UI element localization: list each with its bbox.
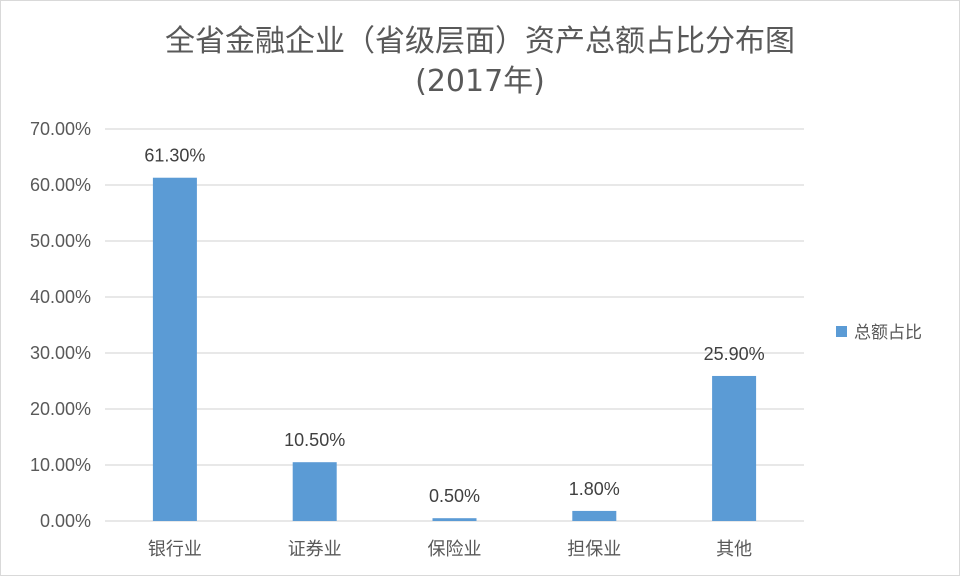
- y-tick-label: 30.00%: [30, 343, 91, 363]
- x-category-label: 银行业: [148, 539, 202, 560]
- y-tick-label: 60.00%: [30, 175, 91, 195]
- y-tick-label: 10.00%: [30, 455, 91, 475]
- data-labels: 61.30% 10.50% 0.50% 1.80% 25.90%: [144, 146, 764, 506]
- y-axis-tick-labels: 0.00% 10.00% 20.00% 30.00% 40.00% 50.00% 60.00…: [30, 119, 91, 531]
- legend-label: 总额占比: [854, 323, 922, 343]
- bar: [432, 518, 477, 521]
- x-category-label: 担保业: [567, 539, 621, 560]
- data-label: 1.80%: [569, 479, 620, 499]
- bar: [712, 375, 757, 521]
- bar: [292, 462, 337, 521]
- x-axis-category-labels: 银行业 证券业 保险业 担保业 其他: [148, 539, 752, 560]
- x-category-label: 其他: [716, 539, 752, 560]
- chart-title: 全省金融企业（省级层面）资产总额占比分布图: [165, 24, 795, 59]
- y-tick-label: 40.00%: [30, 287, 91, 307]
- data-label: 61.30%: [144, 146, 205, 166]
- data-label: 10.50%: [284, 430, 345, 450]
- gridlines: [105, 128, 804, 522]
- y-tick-label: 20.00%: [30, 399, 91, 419]
- y-tick-label: 50.00%: [30, 231, 91, 251]
- data-label: 0.50%: [429, 486, 480, 506]
- x-category-label: 证券业: [288, 539, 342, 560]
- chart-subtitle: (2017年): [415, 64, 545, 99]
- bar: [152, 177, 197, 521]
- legend-swatch: [836, 326, 847, 337]
- y-tick-label: 0.00%: [40, 511, 91, 531]
- y-tick-label: 70.00%: [30, 119, 91, 139]
- x-category-label: 保险业: [428, 539, 482, 560]
- legend: 总额占比: [836, 323, 922, 343]
- bar: [572, 510, 617, 521]
- data-label: 25.90%: [704, 344, 765, 364]
- bars: [152, 177, 757, 521]
